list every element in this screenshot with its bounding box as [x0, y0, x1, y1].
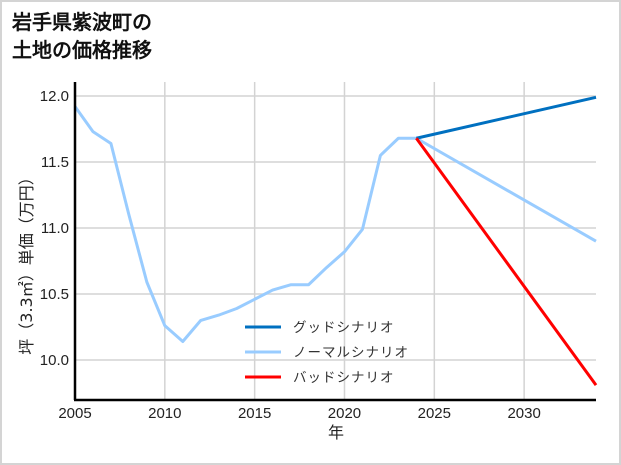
chart-title-line-2: 土地の価格推移 — [12, 38, 152, 62]
legend-label: ノーマルシナリオ — [293, 345, 409, 361]
x-tick-labels: 2005 2010 2015 2020 2025 2030 — [58, 405, 541, 422]
chart-title: 岩手県紫波町の 土地の価格推移 — [12, 8, 152, 64]
axes — [73, 82, 596, 402]
legend-label: グッドシナリオ — [293, 320, 395, 336]
historical-price-line — [73, 105, 417, 344]
x-tick-label: 2025 — [418, 405, 451, 422]
x-tick-label: 2030 — [507, 405, 540, 422]
bad-scenario-line — [415, 137, 598, 386]
y-axis-label: 坪（3.3㎡）単価（万円） — [17, 169, 36, 354]
x-tick-label: 2020 — [328, 405, 361, 422]
good-scenario-line — [416, 95, 597, 140]
y-tick-label: 12.0 — [40, 88, 69, 105]
x-tick-label: 2010 — [148, 405, 181, 422]
y-tick-labels: 10.0 10.5 11.0 11.5 12.0 — [40, 88, 69, 369]
y-tick-label: 11.0 — [41, 220, 69, 237]
legend-item-good-scenario: グッドシナリオ — [245, 320, 395, 336]
legend-item-normal-scenario: ノーマルシナリオ — [245, 345, 409, 361]
y-tick-label: 10.0 — [40, 352, 69, 369]
legend-label: バッドシナリオ — [293, 370, 395, 386]
x-tick-label: 2005 — [58, 405, 91, 422]
y-tick-label: 10.5 — [40, 286, 69, 303]
normal-scenario-line — [415, 136, 597, 243]
chart-title-line-1: 岩手県紫波町の — [12, 10, 152, 34]
legend-item-bad-scenario: バッドシナリオ — [245, 370, 395, 386]
x-axis-label: 年 — [328, 423, 344, 442]
x-tick-label: 2015 — [238, 405, 271, 422]
plot-lines — [73, 95, 598, 386]
y-tick-label: 11.5 — [41, 154, 69, 171]
